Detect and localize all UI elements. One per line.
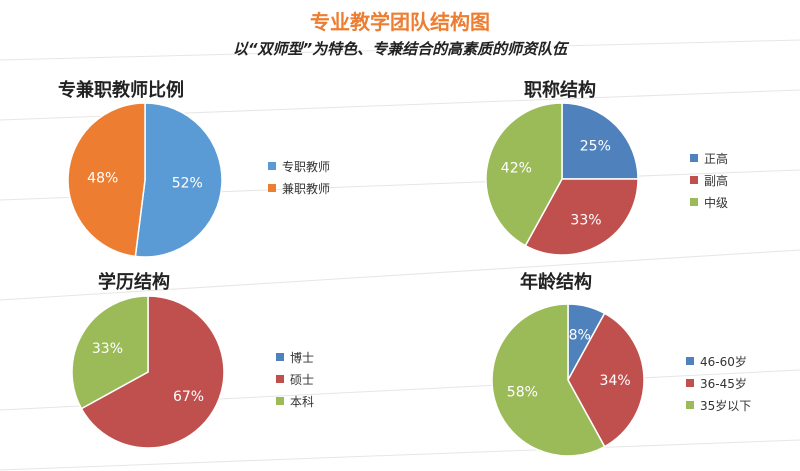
- pie-data-label: 67%: [173, 389, 204, 405]
- legend-swatch: [276, 397, 284, 405]
- legend-item: 本科: [276, 390, 314, 412]
- chart-title-employment: 专兼职教师比例: [58, 80, 184, 101]
- legend-swatch: [276, 353, 284, 361]
- pie-chart-education: 0%67%33%: [71, 295, 225, 449]
- legend-item: 专职教师: [268, 155, 330, 177]
- legend-item: 副高: [690, 169, 728, 191]
- pie-chart-age: 8% 34% 58%: [491, 303, 645, 457]
- legend-item: 正高: [690, 147, 728, 169]
- pie-data-label: 25%: [580, 139, 611, 155]
- pie-slice-1: [134, 102, 223, 258]
- legend-label: 35岁以下: [700, 398, 752, 413]
- chart-title-education: 学历结构: [98, 272, 170, 293]
- legend-label: 本科: [290, 394, 315, 409]
- pie-data-label: 58%: [507, 385, 538, 401]
- legend-item: 硕士: [276, 368, 314, 390]
- legend-age: 46-60岁 36-45岁 35岁以下: [686, 350, 751, 416]
- legend-label: 专职教师: [282, 159, 331, 174]
- legend-swatch: [268, 184, 276, 192]
- legend-item: 中级: [690, 191, 728, 213]
- legend-item: 46-60岁: [686, 350, 751, 372]
- pie-slice-2: [67, 102, 146, 258]
- pie-slice-3: [491, 303, 606, 457]
- pie-slice-2: [80, 295, 225, 449]
- legend-education: 博士 硕士 本科: [276, 346, 314, 412]
- pie-data-label: 34%: [600, 373, 631, 389]
- page-subtitle: 以“双师型”为特色、专兼结合的高素质的师资队伍: [232, 40, 568, 58]
- legend-swatch: [276, 375, 284, 383]
- legend-swatch: [690, 154, 698, 162]
- pie-slice-2: [524, 178, 639, 256]
- legend-item: 36-45岁: [686, 372, 751, 394]
- legend-swatch: [686, 401, 694, 409]
- pie-slice-1: [561, 102, 639, 180]
- pie-data-label: 52%: [172, 176, 203, 192]
- pie-chart-employment: 52% 48%: [67, 102, 223, 258]
- chart-title-age: 年龄结构: [520, 272, 592, 293]
- legend-label: 中级: [704, 195, 729, 210]
- legend-employment: 专职教师 兼职教师: [268, 155, 330, 199]
- pie-chart-title-rank: 25% 33% 42%: [485, 102, 639, 256]
- pie-slice-3: [485, 102, 563, 247]
- legend-label: 硕士: [290, 372, 315, 387]
- legend-item: 35岁以下: [686, 394, 751, 416]
- legend-label: 36-45岁: [700, 376, 747, 391]
- legend-swatch: [686, 357, 694, 365]
- legend-label: 博士: [290, 350, 315, 365]
- legend-label: 46-60岁: [700, 354, 747, 369]
- pie-data-label: 33%: [570, 213, 601, 229]
- pie-data-label: 48%: [87, 170, 118, 186]
- legend-swatch: [690, 176, 698, 184]
- legend-title-rank: 正高 副高 中级: [690, 147, 728, 213]
- pie-data-label: 33%: [92, 341, 123, 357]
- legend-label: 兼职教师: [282, 181, 331, 196]
- pie-data-label: 42%: [501, 160, 532, 176]
- chart-title-title-rank: 职称结构: [524, 80, 596, 101]
- pie-slice-3: [71, 295, 149, 410]
- legend-item: 兼职教师: [268, 177, 330, 199]
- legend-swatch: [268, 162, 276, 170]
- legend-label: 副高: [704, 173, 729, 188]
- page-title: 专业教学团队结构图: [310, 10, 490, 34]
- legend-swatch: [690, 198, 698, 206]
- legend-item: 博士: [276, 346, 314, 368]
- pie-data-label: 8%: [569, 327, 591, 343]
- legend-swatch: [686, 379, 694, 387]
- legend-label: 正高: [704, 151, 729, 166]
